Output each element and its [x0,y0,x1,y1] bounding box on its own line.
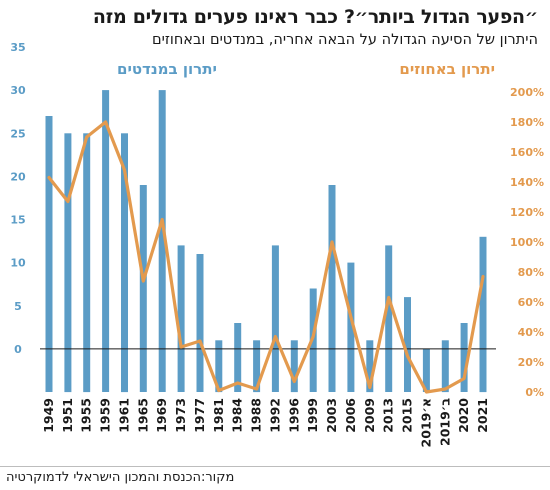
bar-mandates [328,185,336,392]
right-tick-label: 80% [518,266,544,279]
right-tick-label: 40% [518,326,544,339]
x-tick-label: 2019א׳ [418,398,433,447]
right-tick-label: 0% [525,386,544,399]
bar-mandates [271,245,279,392]
bar-mandates [347,262,355,392]
x-tick-label: 1984 [230,398,245,433]
percent-line [47,120,485,394]
x-tick-label: 1981 [211,398,226,433]
bar-mandates [460,323,468,392]
bar-mandates [479,236,487,393]
bar-mandates [215,340,223,393]
x-tick-label: 2013 [381,398,396,433]
x-tick-label: 2020 [456,398,471,433]
x-tick-label: 1977 [192,398,207,433]
left-tick-label: 0 [14,343,22,356]
x-tick-label: 1949 [41,398,56,433]
bar-mandates [45,116,53,392]
x-tick-label: 2006 [343,398,358,433]
bar-mandates [290,340,298,393]
bar-mandates [366,340,374,393]
x-tick-label: 2019ב׳ [437,398,452,446]
bar-mandates [422,348,430,392]
bar-mandates [404,297,411,392]
left-tick-label: 25 [10,127,25,140]
right-tick-label: 140% [510,176,544,189]
bar-mandates [139,185,147,392]
x-tick-label: 1999 [305,398,320,433]
right-tick-label: 20% [518,356,544,369]
left-tick-label: 35 [10,41,25,54]
left-tick-label: 10 [10,257,26,270]
x-tick-label: 2021 [475,398,490,433]
bar-mandates [121,133,128,393]
x-tick-label: 1965 [135,398,150,433]
bar-mandates [253,340,261,393]
bar-mandates [64,133,72,393]
right-tick-label: 60% [518,296,544,309]
right-tick-label: 200% [510,86,544,99]
left-tick-label: 15 [10,214,25,227]
right-axis-title: יתרון באחוזים [399,60,495,78]
x-tick-label: 1973 [173,398,188,433]
chart: 0 5 10 15 20 25 30 35 0% 20% 40% 60% 80% 100% 120% 140%… [10,41,544,447]
source-divider [0,466,550,467]
right-tick-label: 120% [510,206,544,219]
bar-mandates [196,254,204,392]
left-tick-label: 5 [14,300,22,313]
bar-mandates [385,245,393,392]
bar-mandates [234,323,242,392]
x-tick-label: 1951 [60,398,75,433]
bar-mandates [102,90,110,392]
x-tick-label: 1955 [79,398,94,433]
source-note: מקור:הכנסת והמכון הישראלי לדמוקרטיה [6,470,235,485]
x-tick-label: 1988 [249,398,264,433]
x-tick-label: 2015 [400,398,415,433]
x-tick-label: 1992 [267,398,282,433]
right-tick-label: 100% [510,236,544,249]
bar-mandates [83,133,91,393]
x-tick-label: 1996 [286,398,301,433]
right-tick-label: 180% [510,116,544,129]
bar-mandates [441,340,449,393]
right-tick-label: 160% [510,146,544,159]
bar-mandates [177,245,185,392]
x-tick-label: 1969 [154,398,169,433]
x-tick-label: 2003 [324,398,339,433]
x-tick-label: 1959 [98,398,113,433]
left-tick-label: 30 [10,84,26,97]
bar-mandates [158,90,166,392]
left-tick-label: 20 [10,170,26,183]
chart-title: ״הפער הגדול ביותר״? כבר ראינו פערים גדול… [92,6,538,28]
chart-subtitle: היתרון של הסיעה הגדולה על הבאה אחריה, במ… [152,32,538,48]
x-tick-label: 2009 [362,398,377,433]
left-axis-title: יתרון במנדטים [117,60,217,78]
x-tick-label: 1961 [116,398,131,433]
